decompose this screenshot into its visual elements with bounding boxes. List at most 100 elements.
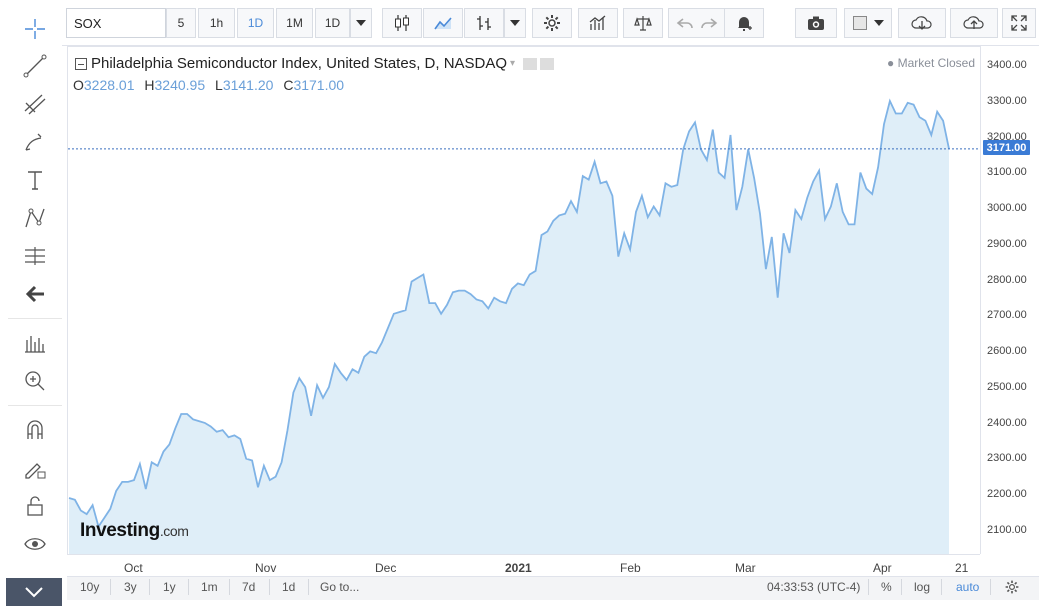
price-area-fill bbox=[69, 101, 949, 555]
chart-pane[interactable] bbox=[67, 46, 981, 555]
symbol-search-input[interactable] bbox=[66, 8, 166, 38]
bell-plus-icon bbox=[738, 17, 752, 31]
range-3y-button[interactable]: 3y bbox=[124, 580, 137, 594]
interval-label: 5 bbox=[177, 16, 185, 30]
interval-1h-button[interactable]: 1h bbox=[198, 8, 235, 38]
caret-down-icon bbox=[510, 20, 520, 26]
instrument-title: Philadelphia Semiconductor Index, United… bbox=[91, 55, 508, 72]
interval-chevron-button[interactable] bbox=[350, 8, 372, 38]
auto-scale-button[interactable]: auto bbox=[956, 580, 980, 594]
unlock-icon[interactable] bbox=[17, 491, 53, 521]
indicators-button[interactable] bbox=[578, 8, 618, 38]
camera-icon bbox=[808, 16, 824, 30]
style-chevron-button[interactable] bbox=[504, 8, 526, 38]
price-tick: 3400.00 bbox=[987, 59, 1027, 71]
price-tick: 2600.00 bbox=[987, 345, 1027, 358]
interval-dropdown-button[interactable]: 1D bbox=[315, 8, 350, 38]
load-layout-button[interactable] bbox=[898, 8, 946, 38]
trend-line-icon[interactable] bbox=[17, 51, 53, 81]
cloud-upload-icon bbox=[963, 16, 984, 29]
interval-label: 1D bbox=[324, 16, 341, 30]
area-style-button[interactable] bbox=[423, 8, 463, 38]
legend-settings-icon[interactable] bbox=[540, 57, 555, 70]
fullscreen-icon bbox=[1011, 15, 1027, 31]
back-arrow-icon[interactable] bbox=[17, 279, 53, 309]
ruler-icon[interactable] bbox=[17, 328, 53, 358]
range-10y-button[interactable]: 10y bbox=[80, 580, 100, 594]
collapse-legend-icon[interactable] bbox=[75, 57, 87, 70]
time-tick: Nov bbox=[255, 561, 277, 575]
gear-icon bbox=[544, 15, 560, 31]
cloud-download-icon bbox=[911, 16, 932, 30]
fullscreen-button[interactable] bbox=[1002, 8, 1036, 38]
price-tick: 2800.00 bbox=[987, 273, 1027, 286]
divider bbox=[269, 579, 270, 595]
time-tick: Mar bbox=[735, 561, 756, 575]
redo-icon[interactable] bbox=[699, 13, 719, 33]
caret-down-icon bbox=[356, 20, 366, 26]
time-tick: Oct bbox=[124, 561, 143, 575]
magnet-icon[interactable] bbox=[17, 415, 53, 445]
price-area-chart[interactable] bbox=[68, 47, 981, 555]
price-tick: 2700.00 bbox=[987, 309, 1027, 322]
divider bbox=[990, 579, 991, 595]
color-picker-button[interactable] bbox=[844, 8, 892, 38]
brush-icon[interactable] bbox=[17, 127, 53, 157]
price-tick: 2200.00 bbox=[987, 488, 1027, 501]
range-1d-button[interactable]: 1d bbox=[282, 580, 296, 594]
visibility-toggle-icon[interactable] bbox=[523, 57, 538, 70]
compare-button[interactable] bbox=[623, 8, 663, 38]
goto-date-button[interactable]: Go to... bbox=[320, 580, 360, 594]
interval-1m-button[interactable]: 1M bbox=[276, 8, 313, 38]
area-chart-icon bbox=[434, 17, 452, 30]
low-label: L bbox=[215, 77, 223, 93]
price-axis[interactable] bbox=[980, 46, 1039, 554]
interval-label: 1h bbox=[209, 16, 224, 30]
bars-style-button[interactable] bbox=[464, 8, 504, 38]
pencil-lock-icon[interactable] bbox=[17, 453, 53, 483]
pattern-icon[interactable] bbox=[17, 203, 53, 233]
caret-down-icon[interactable]: ▾ bbox=[510, 58, 516, 69]
interval-1d-button[interactable]: 1D bbox=[237, 8, 274, 38]
undo-icon[interactable] bbox=[675, 13, 695, 33]
price-tick: 3300.00 bbox=[987, 94, 1027, 107]
logo-text: Investing bbox=[80, 520, 160, 541]
add-alert-button[interactable] bbox=[724, 8, 764, 38]
scale-icon bbox=[634, 16, 652, 31]
candles-style-button[interactable] bbox=[382, 8, 422, 38]
range-1m-button[interactable]: 1m bbox=[201, 580, 218, 594]
interval-5-button[interactable]: 5 bbox=[166, 8, 196, 38]
caret-down-icon bbox=[873, 20, 884, 26]
settings-button[interactable] bbox=[532, 8, 572, 38]
crosshair-icon[interactable] bbox=[17, 14, 53, 44]
divider bbox=[941, 579, 942, 595]
percent-scale-button[interactable]: % bbox=[881, 580, 892, 594]
collapse-toolbar-button[interactable] bbox=[6, 578, 62, 606]
range-1y-button[interactable]: 1y bbox=[163, 580, 176, 594]
snapshot-button[interactable] bbox=[795, 8, 837, 38]
logo-domain: .com bbox=[159, 523, 189, 539]
time-axis[interactable] bbox=[67, 554, 980, 576]
text-icon[interactable] bbox=[17, 165, 53, 195]
color-swatch bbox=[852, 16, 867, 30]
log-scale-button[interactable]: log bbox=[914, 580, 931, 594]
price-tick: 2500.00 bbox=[987, 380, 1027, 393]
eye-icon[interactable] bbox=[17, 529, 53, 559]
measure-icon[interactable] bbox=[17, 241, 53, 271]
range-7d-button[interactable]: 7d bbox=[242, 580, 256, 594]
drawing-toolbar bbox=[0, 0, 62, 610]
last-price-label: 3171.00 bbox=[983, 140, 1030, 156]
timezone-clock[interactable]: 04:33:53 (UTC-4) bbox=[767, 580, 861, 594]
investing-logo: Investing.com bbox=[80, 520, 189, 542]
high-label: H bbox=[144, 77, 155, 93]
toolbar-divider bbox=[8, 318, 62, 319]
gear-icon[interactable] bbox=[1004, 579, 1020, 595]
price-tick: 2900.00 bbox=[987, 237, 1027, 250]
close-label: C bbox=[283, 77, 294, 93]
high-value: 3240.95 bbox=[154, 77, 206, 93]
save-layout-button[interactable] bbox=[950, 8, 998, 38]
pitchfork-icon[interactable] bbox=[17, 89, 53, 119]
low-value: 3141.20 bbox=[222, 77, 274, 93]
legend-title: Philadelphia Semiconductor Index, United… bbox=[75, 55, 555, 72]
zoom-in-icon[interactable] bbox=[17, 366, 53, 396]
